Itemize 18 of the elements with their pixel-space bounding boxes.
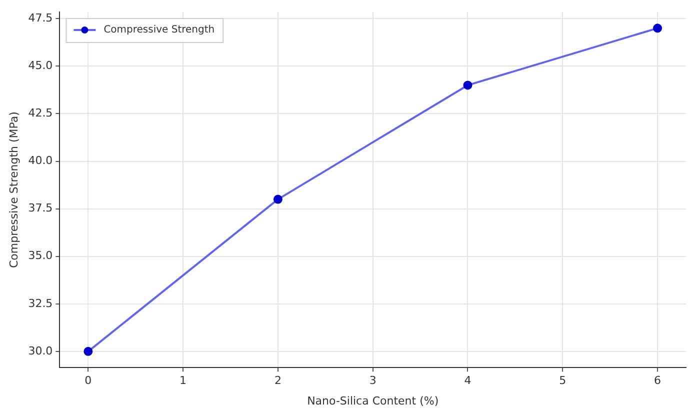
y-tick-label: 35.0 — [28, 249, 53, 262]
legend-label: Compressive Strength — [104, 24, 215, 36]
x-tick-label: 2 — [274, 374, 282, 388]
x-tick-label: 0 — [84, 374, 92, 388]
y-tick-label: 45.0 — [28, 59, 53, 72]
y-tick-label: 47.5 — [28, 12, 53, 25]
x-tick-label: 3 — [369, 374, 376, 388]
y-tick-label: 37.5 — [28, 202, 53, 215]
y-tick-label: 42.5 — [28, 106, 53, 120]
y-tick-label: 40.0 — [28, 154, 53, 168]
y-tick-label: 32.5 — [28, 296, 53, 310]
x-axis-title: Nano-Silica Content (%) — [307, 394, 439, 408]
x-tick-label: 6 — [654, 374, 662, 388]
x-tick-label: 4 — [464, 374, 472, 388]
y-tick-label: 30.0 — [28, 344, 53, 358]
x-tick-label: 5 — [559, 374, 566, 388]
x-tick-label: 1 — [180, 374, 187, 388]
y-axis-title: Compressive Strength (MPa) — [7, 112, 20, 268]
